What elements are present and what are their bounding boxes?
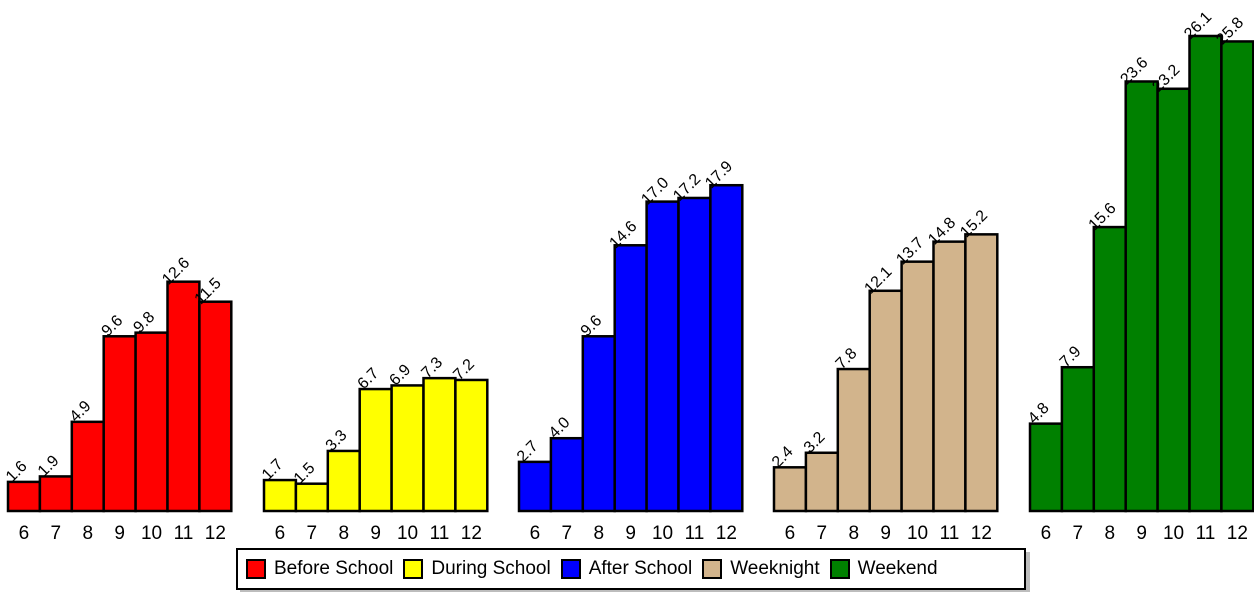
tick-label-after-school-8: 8 [593,523,604,544]
bar-before-school-11 [166,280,201,513]
bar-weeknight-6 [772,466,808,513]
bar-weeknight-9 [868,289,903,513]
bar-before-school-9 [102,335,137,513]
legend-item-during-school: During School [403,558,551,580]
tick-label-before-school-6: 6 [19,523,30,544]
bar-during-school-11 [422,376,457,513]
bar-during-school-8 [326,449,361,513]
tick-label-before-school-9: 9 [114,523,125,544]
bar-before-school-7 [38,475,74,513]
tick-label-weekend-12: 12 [1227,523,1248,544]
tick-label-weekend-6: 6 [1041,523,1052,544]
tick-label-weeknight-10: 10 [907,523,928,544]
tick-label-weekend-7: 7 [1073,523,1084,544]
bar-weeknight-8 [836,367,871,513]
bar-weeknight-12 [964,233,999,513]
bar-after-school-9 [613,244,648,513]
tick-label-weeknight-7: 7 [817,523,828,544]
legend-swatch-before-school [246,559,266,579]
bar-weekend-6 [1028,422,1064,513]
legend-swatch-weekend [829,559,850,579]
tick-label-before-school-7: 7 [51,523,62,544]
bar-weekend-11 [1188,34,1223,513]
bar-during-school-9 [358,387,393,513]
tick-label-after-school-6: 6 [530,523,541,544]
legend-item-weeknight: Weeknight [702,558,820,580]
legend-label-weekend: Weekend [857,558,938,579]
bar-after-school-8 [581,335,616,513]
tick-label-weekend-10: 10 [1163,523,1184,544]
tick-label-after-school-7: 7 [562,523,573,544]
bar-before-school-12 [198,300,233,513]
legend-label-weeknight: Weeknight [730,558,820,579]
tick-label-during-school-10: 10 [397,523,418,544]
bar-weekend-10 [1156,87,1191,513]
legend-swatch-during-school [403,559,424,579]
tick-label-during-school-9: 9 [370,523,381,544]
tick-label-weekend-9: 9 [1136,523,1147,544]
tick-label-after-school-11: 11 [685,523,705,544]
bar-before-school-8 [70,420,105,513]
legend-item-after-school: After School [560,558,693,580]
bar-after-school-7 [549,436,585,513]
tick-label-during-school-8: 8 [338,523,349,544]
tick-label-after-school-9: 9 [625,523,636,544]
bar-weeknight-10 [900,260,935,513]
tick-label-during-school-12: 12 [461,523,482,544]
tick-label-weekend-11: 11 [1196,523,1216,544]
tick-label-weekend-8: 8 [1104,523,1115,544]
tick-label-during-school-11: 11 [430,523,450,544]
bar-during-school-7 [294,482,330,513]
bar-weeknight-11 [932,240,967,513]
bar-weekend-7 [1060,365,1096,513]
bar-after-school-12 [709,183,744,513]
legend-swatch-after-school [560,559,581,579]
tick-label-before-school-8: 8 [82,523,93,544]
legend-label-before-school: Before School [274,558,394,579]
legend: Before School During School After School… [236,548,1026,590]
bar-weekend-8 [1092,225,1127,513]
tick-label-before-school-11: 11 [174,523,194,544]
bar-before-school-6 [6,480,42,513]
legend-label-during-school: During School [431,558,551,579]
tick-label-weeknight-6: 6 [785,523,796,544]
bar-during-school-12 [454,378,489,513]
bar-weekend-12 [1220,40,1254,513]
legend-item-before-school: Before School [246,558,393,580]
legend-label-after-school: After School [588,558,693,579]
bar-after-school-11 [677,196,712,513]
tick-label-during-school-6: 6 [275,523,286,544]
bar-weeknight-7 [804,451,840,513]
legend-item-weekend: Weekend [829,558,938,580]
tick-label-weeknight-9: 9 [880,523,891,544]
legend-swatch-weeknight [702,559,723,579]
bar-during-school-6 [262,478,298,513]
bar-during-school-10 [390,384,425,513]
bar-after-school-10 [645,200,680,513]
tick-label-after-school-12: 12 [716,523,737,544]
bar-after-school-6 [517,460,553,513]
tick-label-before-school-12: 12 [205,523,226,544]
tick-label-after-school-10: 10 [652,523,673,544]
tick-label-weeknight-8: 8 [848,523,859,544]
bar-weekend-9 [1124,80,1159,513]
tick-label-weeknight-12: 12 [971,523,992,544]
tick-label-during-school-7: 7 [307,523,318,544]
bar-before-school-10 [134,331,169,513]
tick-label-before-school-10: 10 [141,523,162,544]
tick-label-weeknight-11: 11 [940,523,960,544]
